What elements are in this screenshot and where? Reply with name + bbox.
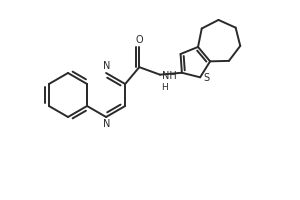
Text: S: S bbox=[203, 73, 209, 83]
Text: H: H bbox=[162, 83, 168, 92]
Text: N: N bbox=[103, 61, 111, 71]
Text: O: O bbox=[136, 35, 143, 45]
Text: N: N bbox=[103, 119, 111, 129]
Text: NH: NH bbox=[162, 71, 177, 81]
